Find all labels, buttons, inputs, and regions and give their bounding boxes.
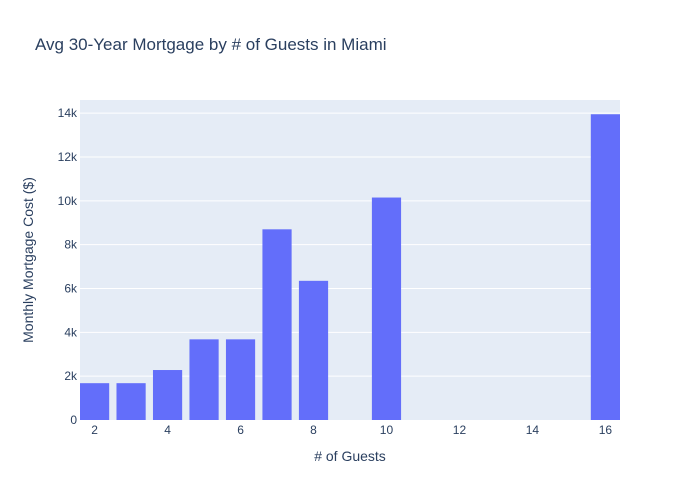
x-tick-label: 8 <box>310 423 317 437</box>
x-axis-ticks: 2 4 6 8 10 12 14 16 <box>91 423 612 437</box>
y-tick-label: 10k <box>58 194 78 208</box>
y-tick-label: 8k <box>64 238 78 252</box>
y-tick-label: 14k <box>58 106 78 120</box>
plot-area <box>80 100 620 420</box>
x-tick-label: 12 <box>453 423 467 437</box>
bar[interactable] <box>590 114 620 420</box>
y-axis-ticks: 0 2k 4k 6k 8k 10k 12k 14k <box>58 106 78 427</box>
x-tick-label: 14 <box>526 423 540 437</box>
x-tick-label: 4 <box>164 423 171 437</box>
x-tick-label: 16 <box>599 423 613 437</box>
x-tick-label: 10 <box>380 423 394 437</box>
x-tick-label: 6 <box>237 423 244 437</box>
y-tick-label: 0 <box>70 413 77 427</box>
bar[interactable] <box>298 280 329 420</box>
bar[interactable] <box>262 229 292 420</box>
y-tick-label: 6k <box>64 281 78 295</box>
bars <box>80 114 620 420</box>
y-axis-label: Monthly Mortgage Cost ($) <box>20 177 36 343</box>
y-tick-label: 2k <box>64 369 78 383</box>
chart-title: Avg 30-Year Mortgage by # of Guests in M… <box>35 35 387 54</box>
bar[interactable] <box>152 370 183 420</box>
x-axis-label: # of Guests <box>314 448 386 464</box>
bar[interactable] <box>116 383 146 420</box>
bar[interactable] <box>80 383 110 420</box>
bar[interactable] <box>189 339 219 420</box>
bar[interactable] <box>371 197 402 420</box>
x-tick-label: 2 <box>91 423 98 437</box>
y-tick-label: 4k <box>64 325 78 339</box>
y-tick-label: 12k <box>58 150 78 164</box>
bar[interactable] <box>225 339 256 420</box>
